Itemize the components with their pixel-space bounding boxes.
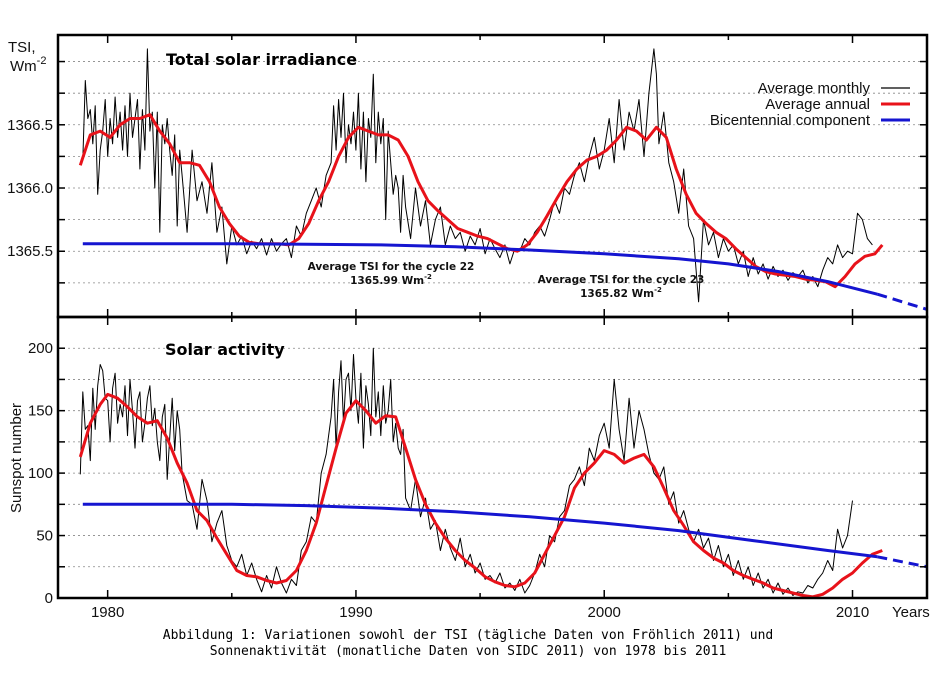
- annotation-cycle-23-sup: -2: [654, 286, 662, 294]
- caption-line-1: Abbildung 1: Variationen sowohl der TSI …: [162, 628, 774, 643]
- annotation-cycle-23-number: 1365.82 Wm: [580, 288, 654, 300]
- y-tick-label: 150: [28, 403, 53, 420]
- annotation-cycle-22-value: 1365.99 Wm-2: [350, 273, 432, 287]
- annotation-cycle-22-label: Average TSI for the cycle 22: [308, 261, 475, 273]
- sunspot-annual-line: [78, 392, 883, 599]
- tsi-monthly-line: [79, 48, 873, 303]
- x-tick-label: 2010: [836, 604, 869, 621]
- axis-ticks: [58, 35, 927, 598]
- tsi-annual-line: [78, 113, 884, 289]
- tsi-bicentennial-line: [82, 242, 878, 296]
- y-tick-label: 50: [36, 528, 53, 545]
- tsi-ylabel-unit: Wm: [10, 58, 37, 75]
- annotation-cycle-22-sup: -2: [424, 273, 432, 281]
- tsi-ylabel-line1: TSI,: [8, 39, 36, 56]
- y-tick-label: 100: [28, 465, 53, 482]
- tick-labels: 1365.5 1366.0 1366.5 0 50 100 150 200 1980 1990 20…: [7, 117, 869, 621]
- caption-line-2: Sonnenaktivität (monatliche Daten von SI…: [209, 644, 727, 659]
- y-tick-label: 1366.5: [7, 117, 53, 134]
- y-tick-label: 1365.5: [7, 243, 53, 260]
- legend-label-monthly: Average monthly: [758, 80, 871, 97]
- sunspot-bicentennial-line-projection: [877, 555, 928, 569]
- x-tick-label: 1980: [91, 604, 124, 621]
- x-tick-label: 2000: [588, 604, 621, 621]
- tsi-ylabel-sup: -2: [37, 55, 47, 67]
- tsi-bicentennial-line-projection: [876, 292, 928, 311]
- sunspot-bicentennial-line: [82, 502, 878, 559]
- bottom-panel-title: Solar activity: [165, 340, 285, 359]
- y-tick-label: 0: [45, 590, 53, 607]
- annotation-cycle-23-value: 1365.82 Wm-2: [580, 286, 662, 300]
- legend: Average monthly Average annual Bicentenn…: [710, 80, 910, 129]
- annotation-cycle-23: Average TSI for the cycle 23 1365.82 Wm-…: [538, 274, 705, 300]
- tsi-ylabel-line2: Wm-2: [10, 55, 46, 75]
- top-panel-title: Total solar irradiance: [166, 50, 357, 69]
- x-tick-label: 1990: [339, 604, 372, 621]
- annotation-cycle-22: Average TSI for the cycle 22 1365.99 Wm-…: [308, 261, 475, 287]
- figure-caption: Abbildung 1: Variationen sowohl der TSI …: [0, 628, 936, 660]
- y-tick-label: 1366.0: [7, 180, 53, 197]
- annotation-cycle-22-number: 1365.99 Wm: [350, 275, 424, 287]
- sunspot-monthly-line: [79, 347, 853, 596]
- series-layer: [78, 48, 928, 599]
- legend-label-annual: Average annual: [765, 96, 870, 113]
- bottom-panel-frame: [56, 315, 929, 600]
- sunspot-ylabel: Sunspot number: [8, 403, 25, 513]
- legend-label-bicentennial: Bicentennial component: [710, 112, 871, 129]
- x-axis-label: Years: [892, 604, 930, 621]
- y-tick-label: 200: [28, 340, 53, 357]
- annotation-cycle-23-label: Average TSI for the cycle 23: [538, 274, 705, 286]
- bottom-panel-grid: [58, 347, 927, 568]
